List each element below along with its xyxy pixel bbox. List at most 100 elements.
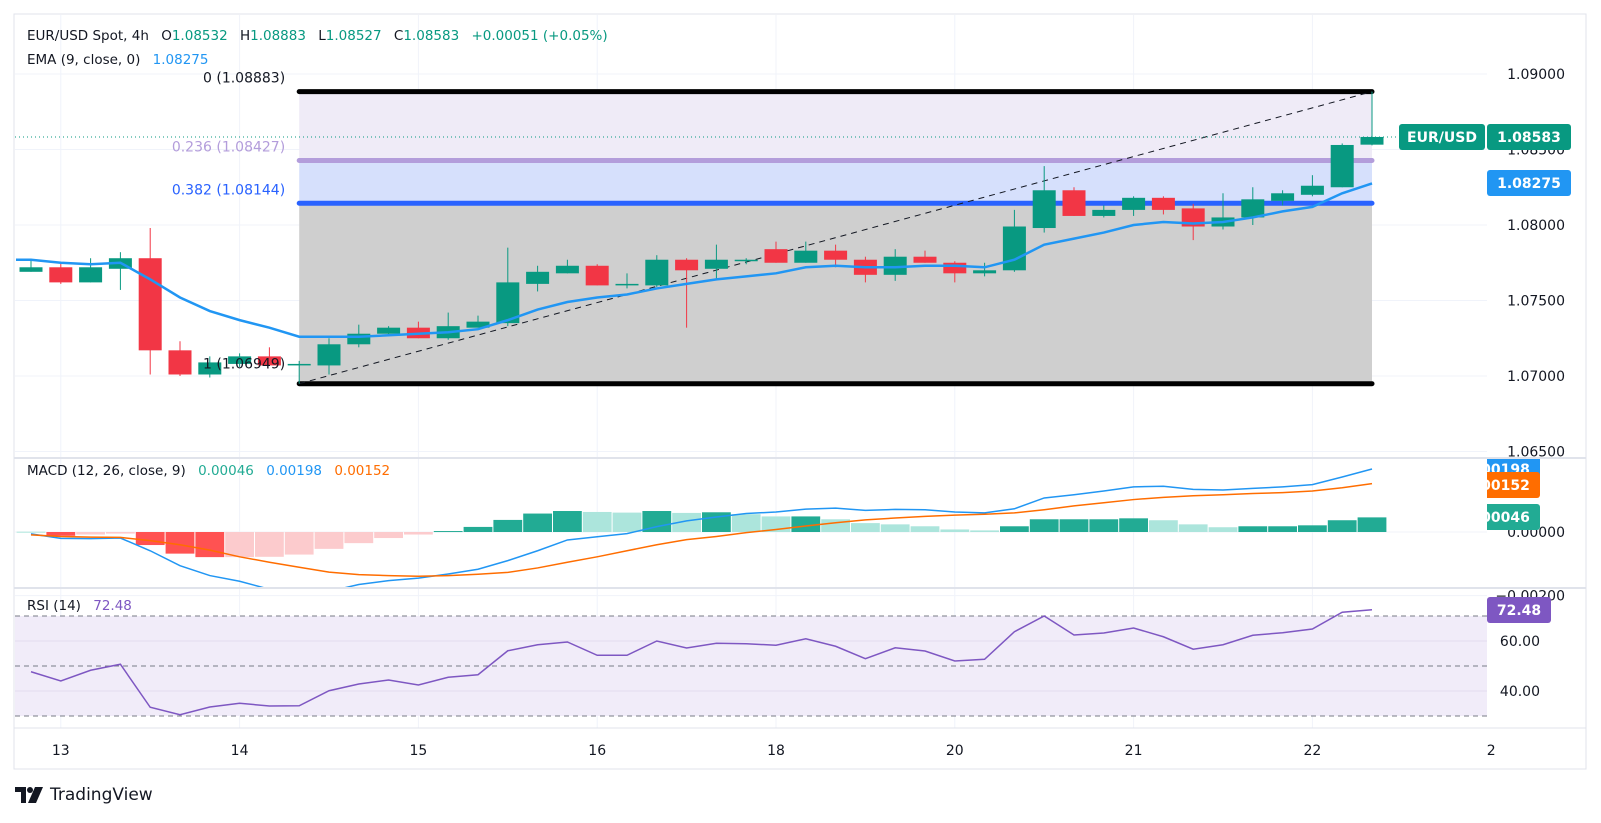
macd-legend[interactable]: MACD (12, 26, close, 9) 0.00046 0.00198 … [27,463,390,479]
candle-body [168,350,192,375]
macd-histogram-bar [46,532,76,536]
candle [913,250,937,263]
rsi-pane[interactable] [15,609,1487,717]
macd-histogram-bar [374,532,403,539]
candle [377,326,401,336]
price-tags: 0.00198 0.00152 0.00046 EUR/USD 1.08583 … [1399,124,1571,623]
candle [526,265,550,292]
candle-body [913,256,937,263]
price-pane[interactable] [15,91,1487,384]
candle-body [645,259,669,286]
candle-body [526,271,550,284]
macd-histogram-bar [1089,519,1119,532]
candle-body [824,250,848,260]
price-axis-label: 1.06500 [1507,445,1565,461]
fib-retracement[interactable] [296,89,1375,387]
hist-value-tag [1487,504,1540,530]
macd-histogram-bar [404,532,433,535]
macd-histogram-bar [1029,519,1059,532]
macd-histogram-bar [731,514,761,532]
candle-body [1300,185,1324,195]
rsi-axis-label: 40.00 [1500,684,1540,700]
close-label: C [393,28,404,44]
candle-body [1271,193,1295,201]
close-value: 1.08583 [403,28,460,44]
fib-level-label: 0 (1.08883) [203,71,285,87]
candle [228,353,252,367]
time-axis-label: 13 [52,743,70,759]
candle [824,244,848,268]
macd-signal-line [30,482,1373,577]
macd-line-value: 0.00198 [266,463,323,479]
time-axis-label: 16 [588,743,606,759]
candle-body [973,270,997,274]
macd-histogram-bar [1149,520,1178,532]
symbol-legend[interactable]: EUR/USD Spot, 4h O1.08532 H1.08883 L1.08… [27,28,608,44]
tradingview-logo-icon [15,787,43,803]
high-label: H [239,28,251,44]
price-axis-label: 1.07000 [1507,369,1565,385]
macd-histogram-bar [493,519,523,532]
macd-pane[interactable] [16,468,1387,592]
macd-histogram-bar [672,512,701,532]
macd-histogram-bar [702,512,731,532]
macd-histogram-bar [255,532,284,557]
candle [1360,91,1384,146]
candle [645,255,669,287]
ema-legend[interactable]: EMA (9, close, 0) 1.08275 [27,52,208,68]
last-price-tag-text: 1.08583 [1497,130,1561,146]
candle-body [734,259,758,262]
candle-body [317,344,341,366]
macd-histogram-bar [76,532,105,535]
rsi-legend[interactable]: RSI (14) 72.48 [27,598,132,614]
candle [49,262,73,284]
open-label: O [161,28,172,44]
macd-histogram-bar [1000,526,1029,532]
candle-body [794,250,818,263]
macd-hist-value: 0.00046 [198,463,254,479]
candle-body [49,267,73,283]
macd-histogram-bar [225,532,254,558]
candle [764,241,788,263]
macd-histogram-bar [314,532,344,549]
candle-body [79,267,103,283]
candle-body [1360,136,1384,145]
ema-price-tag-text: 1.08275 [1497,176,1561,192]
candle [317,338,341,375]
macd-histogram-bar [910,526,940,532]
macd-histogram-bar [1238,526,1268,532]
macd-histogram-bar [553,511,582,532]
candle-body [198,362,222,375]
fib-zone-0-0236 [299,91,1373,161]
symbol-title: EUR/USD Spot, 4h [27,28,149,44]
candle [973,262,997,277]
low-value: 1.08527 [325,28,382,44]
macd-histogram-bar [1298,525,1327,532]
macd-histogram-bar [195,532,225,558]
candle-body [764,249,788,263]
candle [555,259,579,274]
time-axis-label: 15 [409,743,427,759]
candle [1151,196,1175,215]
tradingview-logo[interactable]: TradingView [15,785,153,805]
macd-histogram-bar [344,532,374,544]
candle [1122,196,1146,216]
symbol-tag-text: EUR/USD [1407,130,1477,146]
macd-histogram-bar [135,532,165,546]
price-axis-label: 1.09000 [1507,67,1565,83]
macd-histogram-bar [1208,527,1238,532]
macd-histogram-bar [1119,518,1148,532]
open-value: 1.08532 [171,28,228,44]
ema-title: EMA (9, close, 0) [27,52,141,68]
macd-signal-value: 0.00152 [334,463,391,479]
macd-histogram-bar [1268,526,1297,532]
time-axis-label: 18 [767,743,785,759]
macd-histogram-bar [106,532,135,534]
macd-histogram-bar [433,531,463,533]
candle [466,315,490,328]
axes[interactable]: 13 14 15 16 18 20 21 22 21.090001.085001.080001.… [52,67,1565,759]
signal-value-tag [1487,472,1540,498]
candle [1271,190,1295,206]
candle [1062,187,1086,216]
